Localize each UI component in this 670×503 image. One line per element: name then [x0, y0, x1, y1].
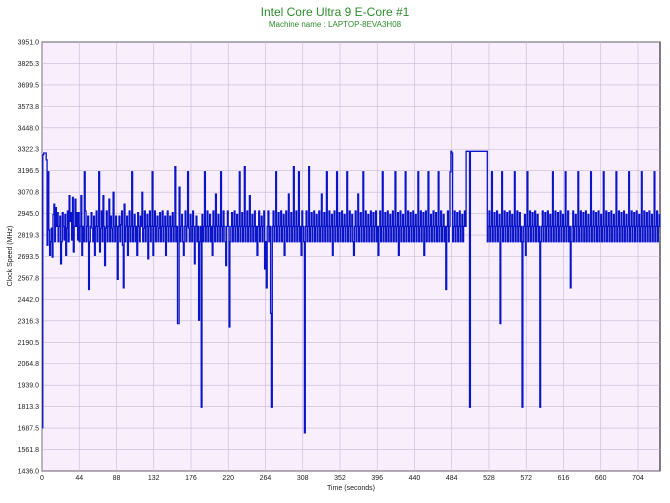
- x-axis-label: Time (seconds): [327, 485, 375, 492]
- x-tick-label: 704: [632, 475, 644, 482]
- x-tick-label: 132: [148, 475, 160, 482]
- x-tick-label: 572: [520, 475, 532, 482]
- x-tick-label: 44: [75, 475, 83, 482]
- y-tick-label: 2819.3: [18, 233, 40, 240]
- x-tick-label: 616: [558, 475, 570, 482]
- x-tick-label: 440: [409, 475, 421, 482]
- x-tick-label: 528: [483, 475, 495, 482]
- y-tick-label: 3573.8: [18, 104, 40, 111]
- y-tick-label: 2567.8: [18, 275, 40, 282]
- clock-speed-series-line: [42, 150, 661, 434]
- y-tick-label: 1561.8: [18, 447, 40, 454]
- y-axis-label: Clock Speed (MHz): [7, 226, 14, 287]
- y-tick-label: 2316.3: [18, 318, 40, 325]
- y-tick-label: 2190.5: [18, 340, 40, 347]
- x-tick-label: 352: [334, 475, 346, 482]
- y-tick-label: 3448.0: [18, 125, 40, 132]
- y-tick-label: 2064.8: [18, 361, 40, 368]
- y-tick-label: 2945.0: [18, 211, 40, 218]
- y-tick-label: 3322.3: [18, 147, 40, 154]
- x-axis-ticks: 0 44 88 132 176 220 264 308 352 396 440 484 528 572 61…: [40, 475, 644, 482]
- y-tick-label: 1813.3: [18, 404, 40, 411]
- x-tick-label: 484: [446, 475, 458, 482]
- y-axis-ticks: 3951.0 3825.3 3699.5 3573.8 3448.0 3322.3 3196…: [18, 40, 40, 476]
- x-tick-label: 176: [185, 475, 197, 482]
- y-tick-label: 1436.0: [18, 469, 40, 476]
- y-tick-label: 2442.0: [18, 297, 40, 304]
- y-tick-label: 3699.5: [18, 82, 40, 89]
- y-tick-label: 3951.0: [18, 40, 40, 47]
- x-tick-label: 220: [222, 475, 234, 482]
- grid-lines: [41, 41, 660, 472]
- x-tick-label: 308: [297, 475, 309, 482]
- y-tick-label: 3825.3: [18, 61, 40, 68]
- chart-title: Intel Core Ultra 9 E-Core #1: [261, 5, 410, 19]
- x-tick-label: 396: [371, 475, 383, 482]
- x-tick-label: 660: [595, 475, 607, 482]
- y-tick-label: 2693.5: [18, 254, 40, 261]
- y-tick-label: 1687.5: [18, 426, 40, 433]
- y-tick-label: 3196.5: [18, 168, 40, 175]
- x-tick-label: 0: [40, 475, 44, 482]
- y-tick-label: 3070.8: [18, 190, 40, 197]
- chart-subtitle: Machine name : LAPTOP-8EVA3H08: [269, 20, 402, 29]
- y-tick-label: 1939.0: [18, 383, 40, 390]
- x-tick-label: 88: [113, 475, 121, 482]
- x-tick-label: 264: [260, 475, 272, 482]
